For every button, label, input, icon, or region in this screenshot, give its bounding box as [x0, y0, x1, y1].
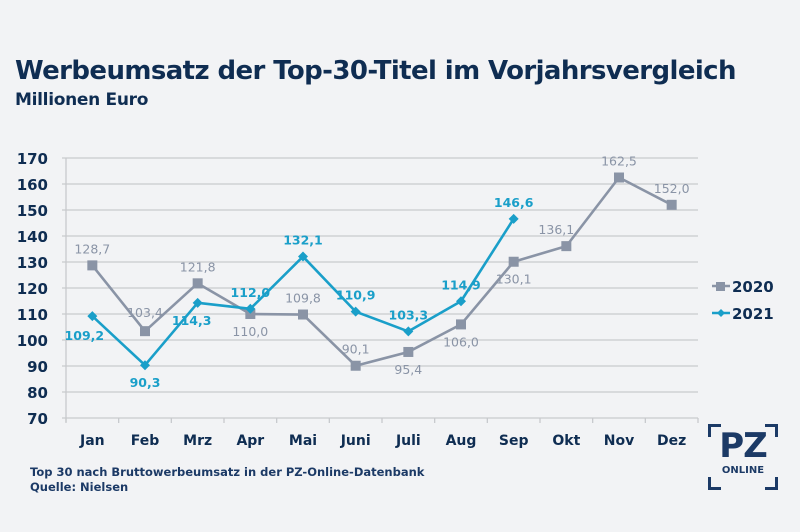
data-point-2021 — [508, 213, 519, 224]
y-tick-label: 100 — [17, 332, 48, 350]
x-tick-label: Okt — [552, 433, 580, 449]
chart-subtitle: Millionen Euro — [15, 90, 149, 110]
data-label-2021: 112,0 — [231, 285, 271, 300]
x-tick-label: Aug — [446, 433, 477, 449]
legend-label-2020: 2020 — [732, 278, 774, 296]
footnote: Top 30 nach Bruttowerbeumsatz in der PZ-… — [30, 465, 424, 495]
x-tick-label: Mai — [289, 433, 317, 449]
data-label-2020: 110,0 — [232, 324, 268, 339]
data-label-2020: 103,4 — [127, 305, 163, 320]
data-point-2021 — [350, 306, 361, 317]
data-label-2021: 146,6 — [494, 195, 534, 210]
y-tick-label: 80 — [27, 384, 48, 402]
chart-title: Werbeumsatz der Top-30-Titel im Vorjahrs… — [15, 56, 736, 86]
data-point-2021 — [456, 296, 466, 307]
y-tick-label: 110 — [17, 306, 48, 324]
data-point-2021 — [403, 326, 414, 337]
data-point-2020 — [350, 360, 361, 371]
legend-marker-2021 — [717, 309, 725, 317]
data-label-2020: 90,1 — [342, 342, 370, 357]
data-label-2020: 106,0 — [443, 334, 479, 349]
data-point-2020 — [192, 278, 203, 289]
x-axis: Jan Feb Mrz Apr Mai Juni Juli Aug Sep Okt Nov Dez — [65, 158, 699, 449]
footnote-note: Top 30 nach Bruttowerbeumsatz in der PZ-… — [30, 465, 425, 479]
data-label-2020: 152,0 — [654, 181, 690, 196]
data-point-2020 — [403, 346, 414, 357]
data-label-2020: 130,1 — [496, 272, 532, 287]
data-label-2020: 95,4 — [394, 362, 422, 377]
y-tick-label: 170 — [17, 150, 48, 168]
data-point-2021 — [298, 251, 308, 262]
logo-corner-icon — [765, 477, 778, 490]
data-point-2021 — [87, 311, 98, 322]
y-tick-label: 150 — [17, 202, 48, 220]
y-tick-label: 160 — [17, 176, 48, 194]
data-point-2020 — [456, 319, 466, 330]
y-tick-label: 140 — [17, 228, 48, 246]
x-tick-label: Juni — [340, 433, 371, 449]
series-line-2020 — [91, 176, 673, 368]
legend-label-2021: 2021 — [732, 305, 774, 323]
y-tick-label: 90 — [27, 358, 48, 376]
data-label-2021: 103,3 — [389, 307, 429, 322]
legend: 2020 2021 — [712, 278, 774, 323]
data-point-2020 — [508, 256, 519, 267]
logo-corner-icon — [708, 424, 721, 437]
data-label-2020: 109,8 — [285, 291, 321, 306]
logo-subtext: ONLINE — [721, 465, 765, 476]
data-label-2021: 114,3 — [172, 313, 212, 328]
data-label-2020: 128,7 — [74, 241, 110, 256]
x-tick-label: Feb — [131, 433, 160, 449]
data-label-2021: 132,1 — [283, 233, 323, 248]
y-tick-label: 130 — [17, 254, 48, 272]
y-axis-ticks: 70 80 90 100 110 120 130 140 150 160 170 — [17, 150, 48, 428]
x-tick-label: Nov — [604, 433, 634, 449]
legend-marker-2020 — [716, 282, 725, 291]
gridlines — [62, 157, 698, 419]
data-label-2021: 90,3 — [130, 375, 161, 390]
data-point-2020 — [614, 172, 624, 183]
logo-text: PZ — [719, 426, 768, 466]
x-tick-label: Dez — [657, 433, 686, 449]
x-tick-label: Juli — [395, 433, 421, 449]
pz-online-logo: PZ ONLINE — [708, 424, 778, 490]
data-label-2021: 109,2 — [65, 328, 105, 343]
data-point-2020 — [666, 199, 677, 210]
x-tick-label: Apr — [236, 433, 264, 449]
data-point-2021 — [192, 297, 203, 308]
data-point-2020 — [140, 326, 150, 337]
data-point-2020 — [87, 260, 98, 271]
x-tick-label: Mrz — [183, 433, 212, 449]
y-tick-label: 120 — [17, 280, 48, 298]
data-label-2021: 114,9 — [441, 277, 481, 292]
data-label-2020: 121,8 — [180, 259, 216, 274]
logo-corner-icon — [765, 424, 778, 437]
data-point-2020 — [561, 241, 572, 252]
data-point-2020 — [245, 309, 256, 319]
data-label-2020: 162,5 — [601, 154, 637, 169]
data-point-2020 — [298, 309, 308, 320]
x-tick-label: Jan — [79, 433, 105, 449]
footnote-source: Quelle: Nielsen — [30, 480, 129, 494]
logo-corner-icon — [708, 477, 721, 490]
data-labels: 128,7 103,4 121,8 110,0 109,8 90,1 95,4 106,0 13… — [65, 154, 690, 391]
data-point-2021 — [140, 360, 150, 371]
data-point-2021 — [245, 303, 256, 314]
data-label-2021: 110,9 — [336, 288, 376, 303]
data-label-2020: 136,1 — [538, 222, 574, 237]
x-tick-label: Sep — [499, 433, 529, 449]
y-tick-label: 70 — [27, 410, 48, 428]
series-layer — [87, 172, 677, 371]
